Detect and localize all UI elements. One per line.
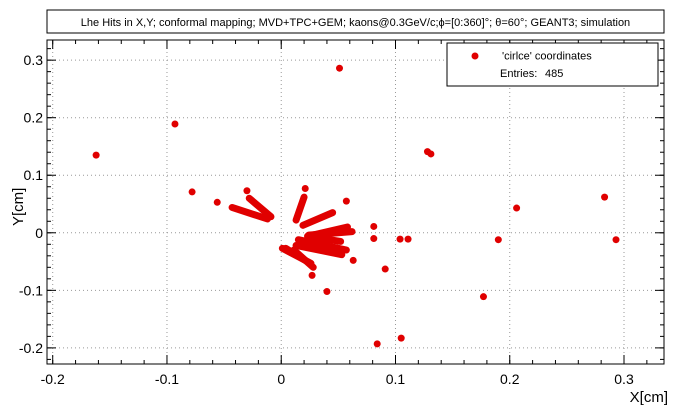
data-point-streak [294, 236, 350, 254]
data-point [349, 256, 357, 264]
grid-lines [47, 40, 664, 364]
legend-marker [471, 52, 479, 60]
data-point [494, 236, 502, 244]
data-point [370, 235, 378, 243]
y-tick-labels: -0.2 -0.1 0 0.1 0.2 0.3 [19, 52, 43, 356]
x-tick-label: -0.1 [155, 371, 179, 387]
data-point [342, 197, 350, 205]
data-point [336, 64, 344, 72]
data-point [381, 265, 389, 273]
data-point [513, 204, 521, 212]
data-point-streak [292, 241, 346, 259]
data-point [373, 340, 381, 348]
data-point [92, 151, 100, 159]
y-tick-label: 0 [35, 225, 43, 241]
data-point [213, 198, 221, 206]
y-tick-label: 0.3 [24, 52, 44, 68]
data-point [396, 235, 404, 243]
data-point-streak [290, 246, 317, 271]
y-tick-label: 0.1 [24, 167, 44, 183]
data-point [243, 187, 251, 195]
plot-frame [46, 39, 665, 365]
y-tick-label: -0.1 [19, 282, 43, 298]
data-point-streak [307, 233, 345, 245]
data-point [397, 334, 405, 342]
legend-stats-label: Entries: [500, 68, 537, 80]
data-point [404, 235, 412, 243]
data-point [427, 150, 435, 158]
x-tick-label: 0.1 [386, 371, 406, 387]
x-axis-title: X[cm] [630, 389, 668, 406]
data-point [301, 184, 309, 192]
y-tick-label: 0.2 [24, 110, 44, 126]
data-point-streak [292, 193, 308, 224]
data-point [188, 188, 196, 196]
y-axis-title: Y[cm] [10, 188, 27, 226]
title-box [46, 9, 665, 34]
axis-ticks [47, 40, 664, 364]
y-tick-label: -0.2 [19, 340, 43, 356]
data-point-streak [228, 203, 272, 223]
data-point [323, 287, 331, 295]
data-point [612, 236, 620, 244]
data-marks [92, 64, 620, 348]
data-point [171, 120, 179, 128]
x-tick-label: 0.3 [614, 371, 634, 387]
data-point [308, 271, 316, 279]
data-point [601, 193, 609, 201]
x-tick-label: 0 [277, 371, 285, 387]
data-point [479, 293, 487, 301]
legend-stats-value: 485 [545, 68, 563, 80]
legend-series-name: 'cirlce' coordinates [502, 51, 592, 63]
data-point [370, 222, 378, 230]
x-tick-labels: -0.2 -0.1 0 0.1 0.2 0.3 [41, 371, 634, 387]
data-point-streak [299, 209, 337, 229]
x-tick-label: 0.2 [500, 371, 520, 387]
chart-title: Lhe Hits in X,Y; conformal mapping; MVD+… [81, 17, 630, 29]
data-point-streak [245, 194, 275, 221]
x-tick-label: -0.2 [41, 371, 65, 387]
legend-box [446, 42, 659, 87]
